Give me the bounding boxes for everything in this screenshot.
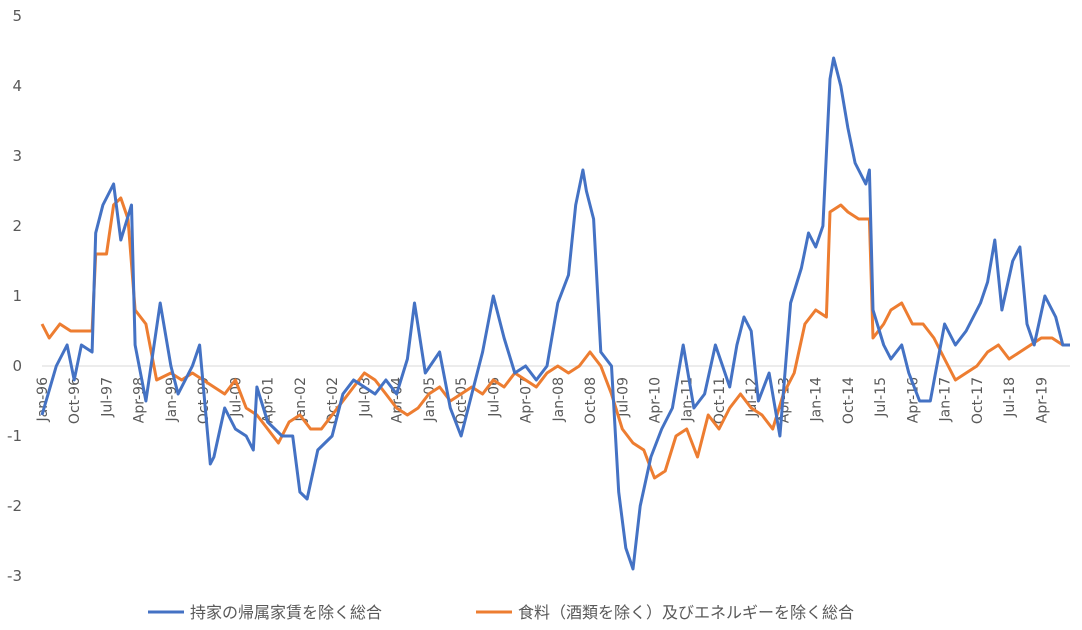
x-tick-label: Jan-96 [35,377,51,423]
y-tick-label: 5 [12,7,22,25]
x-tick-label: Oct-08 [583,377,599,424]
x-tick-label: Jul-06 [486,377,502,418]
series-line-1 [40,56,1070,571]
series-line-2 [40,196,1070,480]
x-tick-label: Jan-17 [938,377,954,422]
x-tick-label: Apr-07 [519,377,535,423]
x-axis-ticks: Jan-96 Oct-96 Jul-97 Apr-98 Jan-99 Oct-99 Jul-… [35,377,1050,424]
x-tick-label: Jul-15 [873,377,889,418]
x-tick-label: Apr-10 [648,377,664,423]
x-tick-label: Jul-97 [99,377,115,418]
x-tick-label: Jan-14 [809,377,825,423]
x-tick-label: Jan-08 [551,377,567,422]
y-tick-label: -1 [7,427,22,445]
x-tick-label: Oct-96 [67,377,83,424]
x-tick-label: Jul-18 [1002,377,1018,418]
x-tick-label: Jan-05 [422,377,438,422]
x-tick-label: Apr-16 [905,377,921,423]
y-tick-label: -3 [7,567,22,585]
x-tick-label: Jul-09 [615,377,631,418]
y-axis-ticks: 5 4 3 2 1 0 -1 -2 -3 [7,7,22,585]
x-tick-label: Apr-19 [1034,377,1050,423]
y-tick-label: 0 [12,357,22,375]
legend: 持家の帰属家賃を除く総合 食料（酒類を除く）及びエネルギーを除く総合 [148,603,854,622]
x-tick-label: Oct-02 [325,377,341,424]
y-tick-label: -2 [7,497,22,515]
x-tick-label: Jan-99 [164,377,180,422]
y-tick-label: 4 [12,77,22,95]
x-tick-label: Jan-02 [293,377,309,422]
series-lines [40,56,1070,571]
x-tick-label: Oct-14 [841,377,857,424]
legend-label-series-1: 持家の帰属家賃を除く総合 [190,603,382,622]
y-tick-label: 1 [12,287,22,305]
x-tick-label: Apr-01 [261,377,277,423]
y-tick-label: 3 [12,147,22,165]
x-tick-label: Oct-11 [712,377,728,424]
x-tick-label: Oct-05 [454,377,470,424]
x-tick-label: Jul-00 [228,377,244,418]
x-tick-label: Jul-03 [357,377,373,418]
y-tick-label: 2 [12,217,22,235]
legend-label-series-2: 食料（酒類を除く）及びエネルギーを除く総合 [518,603,854,622]
x-tick-label: Oct-17 [970,377,986,424]
